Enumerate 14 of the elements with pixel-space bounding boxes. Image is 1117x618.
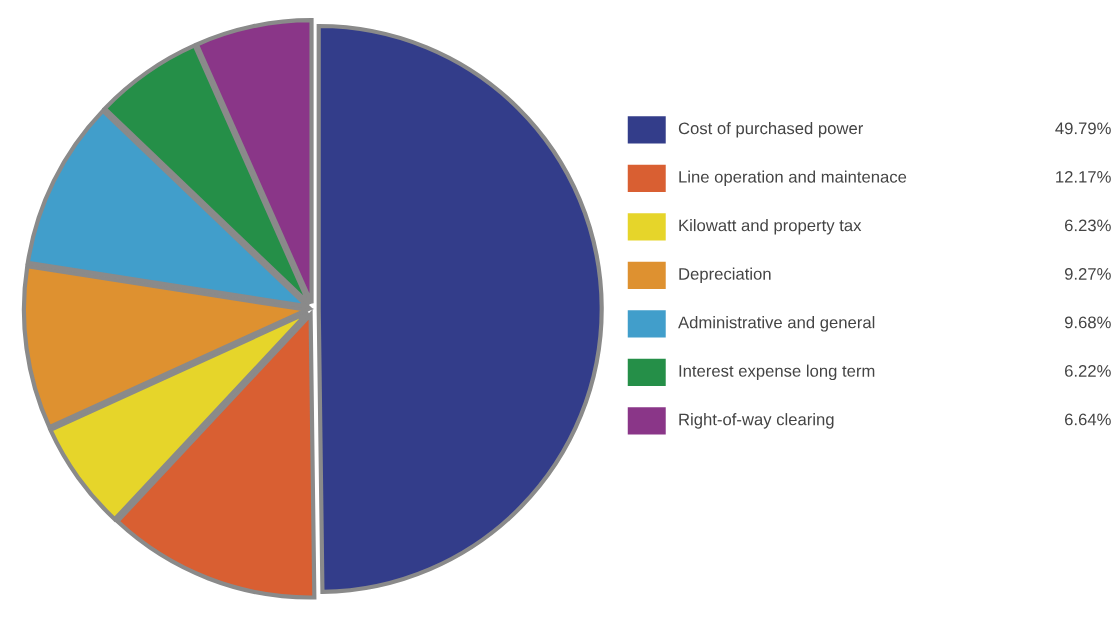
legend-label: Administrative and general (678, 316, 875, 332)
legend-label: Depreciation (679, 267, 771, 284)
legend-label: Cost of purchased power (678, 122, 864, 138)
legend-label: Line operation and maintenace (679, 170, 907, 187)
legend-label: Kilowatt and property tax (679, 219, 862, 235)
data-label: 6.64% (1065, 413, 1111, 426)
data-label: 12.17% (1056, 170, 1111, 183)
data-label: 6.23% (1065, 219, 1111, 232)
data-label: 9.27% (1064, 267, 1111, 280)
data-label: 49.79% (1055, 122, 1111, 135)
data-label: 9.68% (1064, 316, 1111, 329)
legend-label: Interest expense long term (679, 364, 875, 381)
legend-label: Right-of-way clearing (679, 413, 834, 429)
data-label: 6.22% (1065, 365, 1111, 377)
